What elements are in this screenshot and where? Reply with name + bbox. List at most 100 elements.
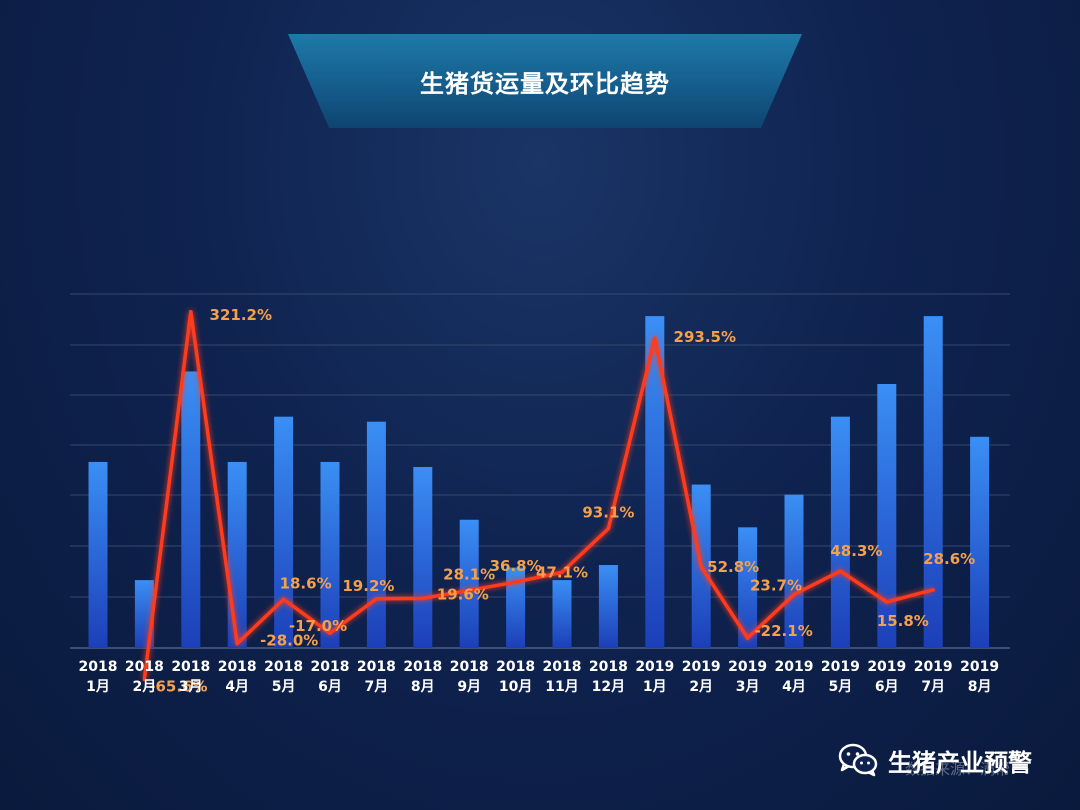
watermark: 生猪产业预警 xyxy=(838,738,1032,782)
tick-label-year: 2018 xyxy=(218,659,257,675)
chart-title: 生猪货运量及环比趋势 xyxy=(420,69,670,98)
tick-label-year: 2019 xyxy=(775,659,814,675)
line-point xyxy=(699,565,703,569)
line-point xyxy=(653,336,657,340)
bar xyxy=(88,461,108,648)
data-label: 15.8% xyxy=(877,612,929,630)
tick-label-year: 2018 xyxy=(543,659,582,675)
bar xyxy=(645,316,665,648)
bar xyxy=(459,519,479,648)
tick-label-month: 5月 xyxy=(829,679,853,695)
tick-label-month: 5月 xyxy=(272,679,296,695)
tick-label-month: 6月 xyxy=(318,679,342,695)
line-point xyxy=(281,597,286,602)
tick-label-month: 12月 xyxy=(592,679,625,695)
bar xyxy=(181,371,201,648)
tick-label-month: 8月 xyxy=(411,679,435,695)
line-point xyxy=(513,580,518,584)
tick-label-year: 2018 xyxy=(357,659,396,675)
tick-label-month: 7月 xyxy=(921,679,945,695)
line-point xyxy=(467,588,472,593)
data-label: 93.1% xyxy=(582,504,634,522)
bar xyxy=(552,580,572,648)
bar xyxy=(923,316,943,648)
data-label: 36.8% xyxy=(490,557,542,575)
data-label: -22.1% xyxy=(754,622,812,640)
title-banner xyxy=(288,34,802,128)
data-label: 293.5% xyxy=(674,328,736,346)
tick-label-month: 3月 xyxy=(179,679,203,695)
data-label: -65.6% xyxy=(149,677,207,695)
data-label: 19.6% xyxy=(437,585,489,603)
tick-label-month: 6月 xyxy=(875,679,899,695)
tick-label-year: 2018 xyxy=(171,659,210,675)
bar xyxy=(506,567,526,648)
line-point xyxy=(328,631,332,635)
bar xyxy=(413,466,433,648)
tick-label-month: 9月 xyxy=(457,679,481,695)
line-point xyxy=(235,641,239,646)
x-axis-ticks: 2018 1月 2018 2月 2018 3月 2018 4月 2018 5月 2018 6月 2018… xyxy=(79,659,1000,695)
bar xyxy=(830,416,850,648)
tick-label-year: 2019 xyxy=(960,659,999,675)
tick-label-month: 4月 xyxy=(782,679,806,695)
tick-label-year: 2018 xyxy=(311,659,350,675)
tick-label-year: 2018 xyxy=(403,659,442,675)
data-label: 28.6% xyxy=(923,550,975,568)
bars xyxy=(88,316,990,648)
data-label: 28.1% xyxy=(443,565,495,583)
tick-label-year: 2019 xyxy=(682,659,721,675)
tick-label-year: 2018 xyxy=(450,659,489,675)
line-point xyxy=(885,600,889,604)
line-point xyxy=(421,596,425,601)
line-point xyxy=(838,569,843,573)
data-label: 19.2% xyxy=(342,577,394,595)
tick-label-year: 2019 xyxy=(867,659,906,675)
ratio-line xyxy=(142,310,935,682)
data-label: 321.2% xyxy=(210,306,272,324)
bar xyxy=(320,461,340,648)
tick-label-month: 7月 xyxy=(365,679,389,695)
watermark-text: 生猪产业预警 xyxy=(888,748,1032,777)
line-point xyxy=(792,592,796,597)
bar xyxy=(227,461,247,648)
tick-label-month: 8月 xyxy=(968,679,992,695)
tick-label-year: 2018 xyxy=(589,659,628,675)
line-point xyxy=(606,526,611,531)
line-point xyxy=(142,677,147,682)
tick-label-month: 2月 xyxy=(133,679,157,695)
data-label: -28.0% xyxy=(260,632,318,650)
line-point xyxy=(189,310,193,314)
bar xyxy=(738,527,758,648)
tick-label-month: 3月 xyxy=(736,679,760,695)
tick-label-year: 2018 xyxy=(264,659,303,675)
bar xyxy=(366,421,386,648)
line-point xyxy=(745,636,750,640)
data-label: 52.8% xyxy=(707,558,759,576)
tick-label-year: 2019 xyxy=(821,659,860,675)
bar xyxy=(877,384,897,648)
tick-label-year: 2018 xyxy=(496,659,535,675)
tick-label-month: 1月 xyxy=(643,679,667,695)
data-label: 47.1% xyxy=(536,563,588,581)
tick-label-month: 10月 xyxy=(499,679,532,695)
ratio-line-path xyxy=(142,310,934,680)
tick-label-month: 1月 xyxy=(86,679,110,695)
wechat-icon xyxy=(838,743,878,777)
tick-label-year: 2019 xyxy=(914,659,953,675)
data-label: -17.0% xyxy=(289,617,347,635)
line-point xyxy=(374,596,379,601)
tick-label-year: 2019 xyxy=(635,659,674,675)
line-point xyxy=(560,570,564,575)
bar xyxy=(970,436,990,648)
gridlines xyxy=(70,293,1010,649)
line-point xyxy=(931,588,935,592)
tick-label-year: 2018 xyxy=(125,659,164,675)
tick-label-year: 2018 xyxy=(79,659,118,675)
tick-label-month: 11月 xyxy=(545,679,578,695)
bar xyxy=(598,565,618,648)
data-label: 48.3% xyxy=(830,542,882,560)
data-label: 23.7% xyxy=(750,576,802,594)
tick-label-year: 2019 xyxy=(728,659,767,675)
